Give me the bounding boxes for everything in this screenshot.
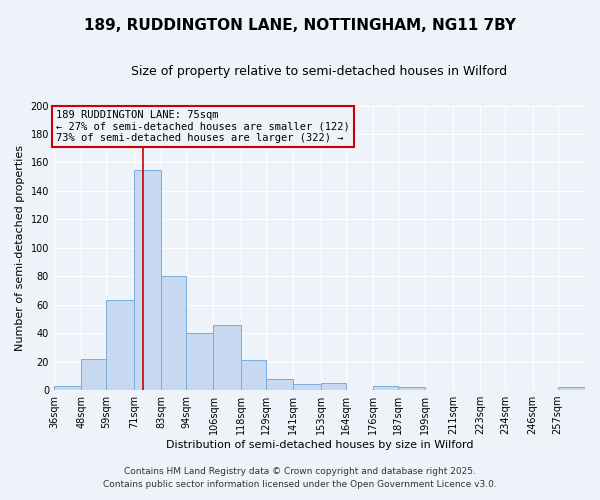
Bar bbox=[186, 333, 214, 390]
Title: Size of property relative to semi-detached houses in Wilford: Size of property relative to semi-detach… bbox=[131, 65, 508, 78]
X-axis label: Distribution of semi-detached houses by size in Wilford: Distribution of semi-detached houses by … bbox=[166, 440, 473, 450]
Text: Contains HM Land Registry data © Crown copyright and database right 2025.
Contai: Contains HM Land Registry data © Crown c… bbox=[103, 468, 497, 489]
Bar bbox=[557, 387, 585, 390]
Bar bbox=[320, 383, 346, 390]
Bar bbox=[398, 387, 425, 390]
Bar bbox=[106, 300, 134, 390]
Bar bbox=[161, 276, 186, 390]
Bar bbox=[241, 360, 266, 390]
Bar bbox=[266, 378, 293, 390]
Bar bbox=[134, 170, 161, 390]
Bar bbox=[81, 359, 106, 390]
Bar bbox=[214, 324, 241, 390]
Bar bbox=[293, 384, 320, 390]
Bar bbox=[373, 386, 398, 390]
Text: 189, RUDDINGTON LANE, NOTTINGHAM, NG11 7BY: 189, RUDDINGTON LANE, NOTTINGHAM, NG11 7… bbox=[84, 18, 516, 32]
Text: 189 RUDDINGTON LANE: 75sqm
← 27% of semi-detached houses are smaller (122)
73% o: 189 RUDDINGTON LANE: 75sqm ← 27% of semi… bbox=[56, 110, 350, 143]
Bar bbox=[54, 386, 81, 390]
Y-axis label: Number of semi-detached properties: Number of semi-detached properties bbox=[15, 145, 25, 351]
